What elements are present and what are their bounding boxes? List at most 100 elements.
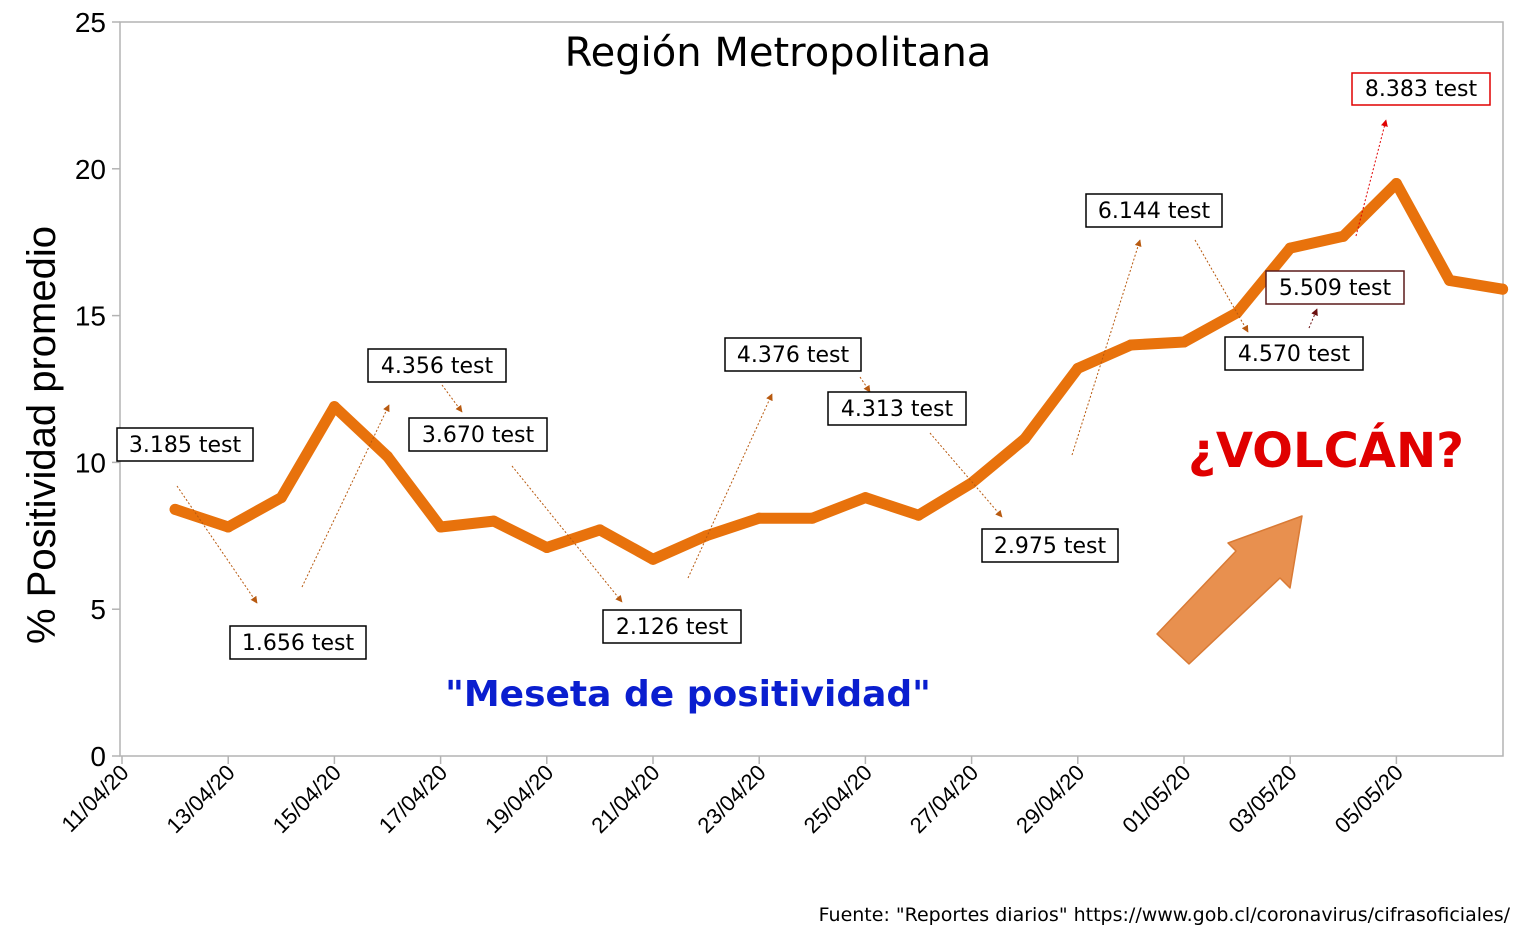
arrow-4356 <box>301 404 390 588</box>
y-tick-label: 15 <box>75 301 106 332</box>
big-up-right-arrow <box>1156 515 1303 665</box>
annotation-text: 4.570 test <box>1238 342 1351 367</box>
annotation-box: 3.185 test <box>116 427 254 462</box>
data-point <box>488 515 500 527</box>
x-tick-label: 17/04/20 <box>374 760 452 838</box>
annotation-box: 1.656 test <box>229 625 367 660</box>
x-tick-label: 05/05/20 <box>1330 760 1408 838</box>
arrow-5509 <box>1308 308 1318 329</box>
y-axis: 0 5 10 15 20 25 <box>75 7 120 772</box>
plot-frame <box>119 21 1504 757</box>
volcan-callout: ¿VOLCÁN? <box>1188 422 1464 479</box>
data-point <box>700 530 712 542</box>
data-point <box>913 509 924 521</box>
annotation-text: 2.975 test <box>994 534 1107 559</box>
x-tick-label: 21/04/20 <box>586 760 664 838</box>
data-point <box>966 477 978 489</box>
y-tick-label: 20 <box>75 154 106 185</box>
data-point <box>647 553 659 565</box>
annotation-box: 4.376 test <box>724 337 862 372</box>
data-point <box>1125 339 1137 351</box>
data-point <box>328 401 340 413</box>
annotation-frame <box>724 337 862 372</box>
annotation-text: 8.383 test <box>1365 77 1478 102</box>
annotation-arrows <box>176 119 1388 604</box>
data-point <box>382 451 393 463</box>
arrow-3185 <box>176 485 258 604</box>
annotation-frame <box>1351 72 1491 106</box>
annotation-text: 4.376 test <box>737 343 850 368</box>
y-axis-label: % Positividad promedio <box>20 226 64 644</box>
annotation-frame <box>367 348 507 383</box>
data-point <box>169 503 181 515</box>
data-point <box>1497 283 1509 295</box>
y-tick-label: 10 <box>75 447 106 478</box>
arrow-6144 <box>1071 239 1142 456</box>
series-line <box>169 178 1509 565</box>
arrow-3670-b <box>511 465 623 603</box>
annotation-text: 3.670 test <box>422 423 535 448</box>
arrow-4313-a <box>859 376 871 393</box>
annotation-text: 5.509 test <box>1279 276 1392 301</box>
annotation-frame <box>981 528 1119 563</box>
y-tick-label: 0 <box>90 741 106 772</box>
annotation-box: 2.975 test <box>981 528 1119 563</box>
annotation-box: 3.670 test <box>408 417 548 452</box>
annotation-box: 5.509 test <box>1265 270 1405 305</box>
x-axis: 11/04/20 13/04/20 15/04/20 17/04/20 19/04/20… <box>56 756 1408 838</box>
annotation-frame <box>1085 193 1223 228</box>
annotation-frame <box>408 417 548 452</box>
y-tick-label: 5 <box>90 594 106 625</box>
x-tick-label: 13/04/20 <box>162 760 240 838</box>
data-point <box>541 542 553 554</box>
x-tick-label: 23/04/20 <box>693 760 771 838</box>
annotation-text: 4.313 test <box>841 397 954 422</box>
annotation-frame <box>116 427 254 462</box>
data-point <box>1284 242 1296 254</box>
annotation-frame <box>1224 336 1364 371</box>
data-point <box>1231 307 1243 319</box>
x-tick-label: 27/04/20 <box>905 760 983 838</box>
data-point <box>435 521 447 533</box>
data-point <box>1390 177 1402 189</box>
arrow-2975 <box>929 432 1003 518</box>
arrow-8383 <box>1355 119 1388 237</box>
data-point <box>1444 274 1455 286</box>
data-point <box>1337 230 1349 242</box>
annotation-box: 4.356 test <box>367 348 507 383</box>
data-point <box>859 492 871 504</box>
series-points <box>169 177 1509 565</box>
x-tick-label: 25/04/20 <box>799 760 877 838</box>
data-point <box>753 512 765 524</box>
annotation-box: 6.144 test <box>1085 193 1223 228</box>
annotation-text: 4.356 test <box>381 354 494 379</box>
annotation-frame <box>602 609 742 644</box>
x-tick-label: 01/05/20 <box>1117 760 1195 838</box>
annotation-box: 8.383 test <box>1351 72 1491 106</box>
data-point <box>275 492 287 504</box>
source-note: Fuente: "Reportes diarios" https://www.g… <box>819 904 1511 926</box>
annotation-text: 1.656 test <box>242 631 355 656</box>
data-point <box>806 512 818 524</box>
annotation-frame <box>229 625 367 660</box>
arrow-4570 <box>1194 239 1249 333</box>
annotation-text: 3.185 test <box>129 433 242 458</box>
data-point <box>1019 433 1031 445</box>
annotation-box: 2.126 test <box>602 609 742 644</box>
data-point <box>222 521 234 533</box>
annotation-box: 4.570 test <box>1224 336 1364 371</box>
x-tick-label: 29/04/20 <box>1011 760 1089 838</box>
data-point <box>1178 336 1190 348</box>
data-point <box>1072 362 1084 374</box>
x-tick-label: 15/04/20 <box>268 760 346 838</box>
y-tick-label: 25 <box>75 7 106 38</box>
annotation-frame <box>827 391 967 426</box>
annotation-text: 2.126 test <box>616 615 729 640</box>
meseta-callout: "Meseta de positividad" <box>445 674 931 715</box>
annotation-box: 4.313 test <box>827 391 967 426</box>
chart-title: Región Metropolitana <box>565 30 992 76</box>
data-point <box>594 524 606 536</box>
x-tick-label: 19/04/20 <box>480 760 558 838</box>
arrow-4376 <box>687 393 773 579</box>
